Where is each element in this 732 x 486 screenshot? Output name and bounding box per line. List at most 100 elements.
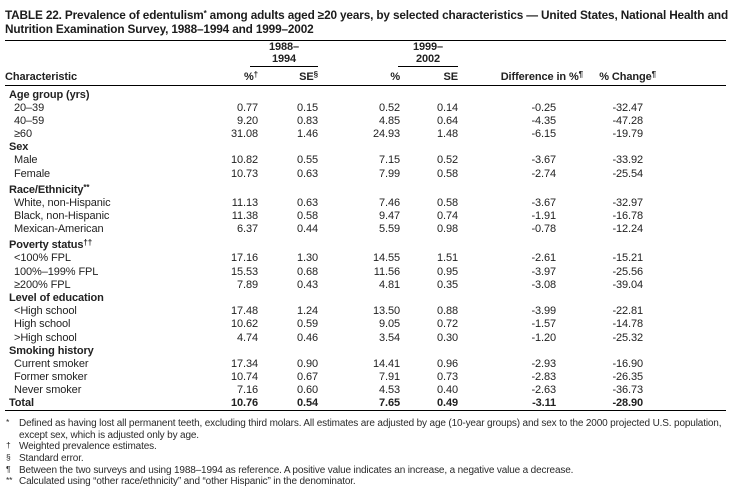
cell-value: 6.37 — [236, 223, 258, 236]
cell-value — [210, 292, 258, 305]
table-row: 40–59 9.20 0.83 4.85 0.64 -4.35 -47.28 — [5, 115, 726, 128]
cell-value: 1.51 — [437, 252, 459, 265]
cell-value: 1.24 — [297, 305, 319, 318]
footnote-marker: ¶ — [6, 463, 11, 474]
cell-value: 17.16 — [230, 252, 258, 265]
footnote-text: Calculated using “other race/ethnicity” … — [19, 476, 356, 486]
row-label: Sex — [9, 141, 29, 154]
cell-value: -2.61 — [531, 252, 557, 265]
cell-value: 1.48 — [437, 128, 459, 141]
cell-value: 4.74 — [236, 331, 258, 344]
cell-value — [583, 345, 656, 358]
section-row: Poverty status†† — [5, 236, 726, 252]
cell-value: -0.78 — [531, 223, 557, 236]
cell-value — [583, 236, 656, 252]
cell-value: -2.74 — [531, 167, 557, 180]
row-label: Current smoker — [14, 357, 89, 370]
cell-value: 0.63 — [297, 196, 319, 209]
cell-value — [318, 85, 400, 102]
footnote-marker: * — [6, 417, 10, 428]
row-label: ≥200% FPL — [14, 278, 71, 291]
cell-value: 0.72 — [437, 318, 459, 331]
cell-value: -3.97 — [531, 265, 557, 278]
cell-value: 0.15 — [297, 101, 319, 114]
cell-value — [258, 85, 318, 102]
cell-value — [583, 181, 656, 197]
cell-value: 0.49 — [437, 397, 459, 410]
column-header-pct-1999: % — [318, 67, 400, 86]
table-row: Never smoker 7.16 0.60 4.53 0.40 -2.63 -36.73 — [5, 384, 726, 397]
column-header-se-1988: SE§ — [258, 67, 318, 86]
column-header-characteristic: Characteristic — [5, 67, 210, 86]
footnote-text: Between the two surveys and using 1988–1… — [19, 464, 574, 476]
row-label: ≥60 — [14, 128, 32, 141]
cell-value: -6.15 — [531, 128, 557, 141]
footnote: ¶ Between the two surveys and using 1988–… — [5, 463, 727, 477]
cell-value — [458, 292, 583, 305]
section-row: Level of education — [5, 292, 726, 305]
cell-value — [400, 141, 458, 154]
cell-value: -3.67 — [531, 196, 557, 209]
cell-value: -33.92 — [612, 154, 644, 167]
cell-value: 9.05 — [379, 318, 401, 331]
cell-value: 7.89 — [236, 278, 258, 291]
row-label: Male — [14, 154, 38, 167]
cell-value: -2.63 — [531, 384, 557, 397]
cell-value: -25.32 — [612, 331, 644, 344]
cell-value: 24.93 — [372, 128, 401, 141]
cell-value: -0.25 — [531, 101, 557, 114]
footnotes-block: * Defined as having lost all permanent te… — [5, 417, 727, 486]
column-header-difference: Difference in %¶ — [458, 67, 583, 86]
cell-value: -16.78 — [612, 210, 644, 222]
cell-value: -4.35 — [531, 114, 557, 127]
cell-value — [258, 345, 318, 358]
table-row: >High school 4.74 0.46 3.54 0.30 -1.20 -25.32 — [5, 331, 726, 344]
cell-value — [458, 236, 583, 252]
cell-value: 0.44 — [297, 223, 319, 236]
cell-value: -19.79 — [612, 128, 644, 141]
row-label: White, non-Hispanic — [14, 196, 111, 209]
cell-value — [318, 141, 400, 154]
cell-value: 4.85 — [379, 114, 401, 127]
footnote: § Standard error. — [5, 452, 727, 465]
cell-value: 9.47 — [379, 210, 401, 222]
row-label: Total — [9, 397, 34, 410]
cell-value: -3.11 — [532, 397, 557, 410]
cell-value: -1.91 — [531, 210, 557, 222]
cell-value: 14.55 — [372, 252, 401, 265]
table-row: Current smoker 17.34 0.90 14.41 0.96 -2.93 -16… — [5, 358, 726, 371]
row-label: Mexican-American — [14, 223, 104, 236]
cell-value: 0.30 — [437, 331, 459, 344]
section-row: Smoking history — [5, 345, 726, 358]
cell-value: 7.16 — [236, 384, 258, 397]
row-footnote-marker: †† — [83, 238, 93, 248]
cell-value: 0.68 — [297, 265, 319, 278]
footnote: * Defined as having lost all permanent te… — [5, 417, 727, 441]
footnote-marker: † — [6, 440, 11, 451]
cell-value: 7.91 — [379, 371, 401, 384]
cell-value: 0.88 — [437, 305, 459, 318]
cell-value: -32.97 — [612, 196, 644, 209]
cell-value: 7.99 — [379, 167, 401, 180]
total-row: Total 10.76 0.54 7.65 0.49 -3.11 -28.90 — [5, 397, 726, 411]
edentulism-prevalence-table: 1988–1994 1999–2002 Characteristic %† SE… — [5, 40, 727, 412]
cell-value: 10.74 — [230, 371, 258, 384]
cell-value: -1.57 — [531, 318, 557, 331]
cell-value: 7.15 — [379, 154, 401, 167]
cell-value — [400, 85, 458, 102]
table-title-text: TABLE 22. Prevalence of edentulism — [5, 8, 204, 22]
table-row: Former smoker 10.74 0.67 7.91 0.73 -2.83 -26.3… — [5, 371, 726, 384]
row-label: 40–59 — [14, 114, 45, 127]
table-row: <100% FPL 17.16 1.30 14.55 1.51 -2.61 -15.21 — [5, 252, 726, 265]
cell-value: 0.74 — [437, 210, 459, 222]
cell-value: 0.60 — [297, 384, 319, 397]
row-label: <100% FPL — [14, 252, 71, 265]
cell-value: 0.77 — [236, 101, 258, 114]
cell-value: -15.21 — [612, 252, 644, 265]
cell-value: -47.28 — [612, 114, 644, 127]
cell-value: 15.53 — [230, 265, 258, 278]
cell-value: -2.93 — [531, 357, 557, 370]
cell-value: -28.90 — [612, 397, 644, 410]
cell-value: 0.55 — [297, 154, 319, 167]
row-label: High school — [14, 318, 71, 331]
